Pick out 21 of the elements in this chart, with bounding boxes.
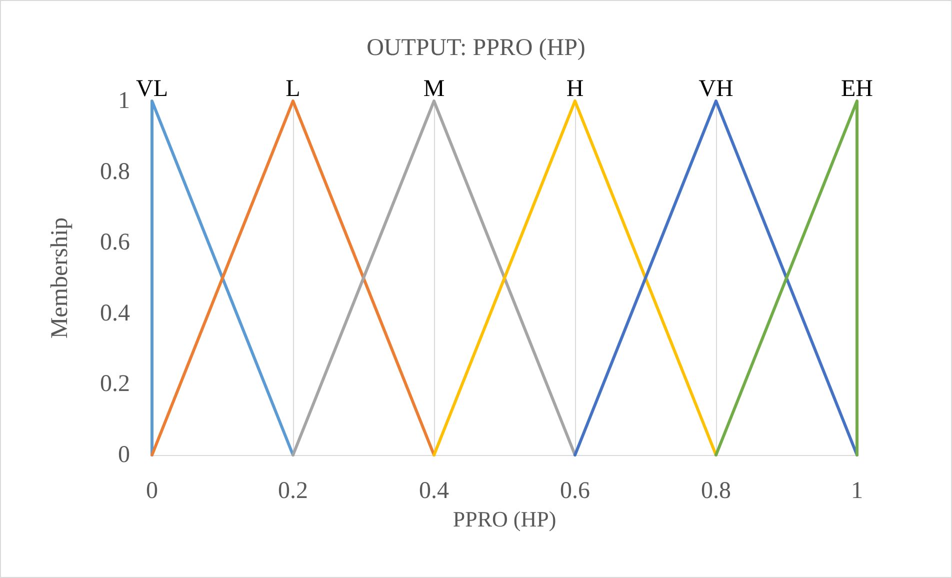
series-label: VL	[136, 76, 168, 102]
y-tick-label: 0.2	[100, 371, 130, 398]
series-label: VH	[698, 76, 734, 102]
series-label: H	[566, 76, 584, 102]
y-tick-label: 0	[118, 442, 130, 468]
x-tick-label: 0.2	[278, 478, 308, 504]
x-tick-label: 0	[146, 478, 158, 504]
series-label: M	[423, 76, 445, 102]
y-axis-title: Membership	[47, 217, 73, 339]
x-tick-label: 1	[851, 478, 863, 504]
x-tick-label: 0.8	[701, 478, 731, 504]
series-label: EH	[841, 76, 873, 102]
y-tick-label: 0.6	[100, 230, 130, 256]
y-tick-label: 0.4	[100, 300, 130, 326]
chart-title: OUTPUT: PPRO (HP)	[366, 35, 586, 61]
y-tick-label: 0.8	[100, 158, 130, 185]
series-label: L	[286, 76, 300, 102]
x-tick-label: 0.4	[419, 478, 449, 504]
x-axis-title: PPRO (HP)	[452, 506, 556, 532]
y-tick-label: 1	[118, 88, 130, 114]
x-tick-label: 0.6	[560, 478, 590, 504]
